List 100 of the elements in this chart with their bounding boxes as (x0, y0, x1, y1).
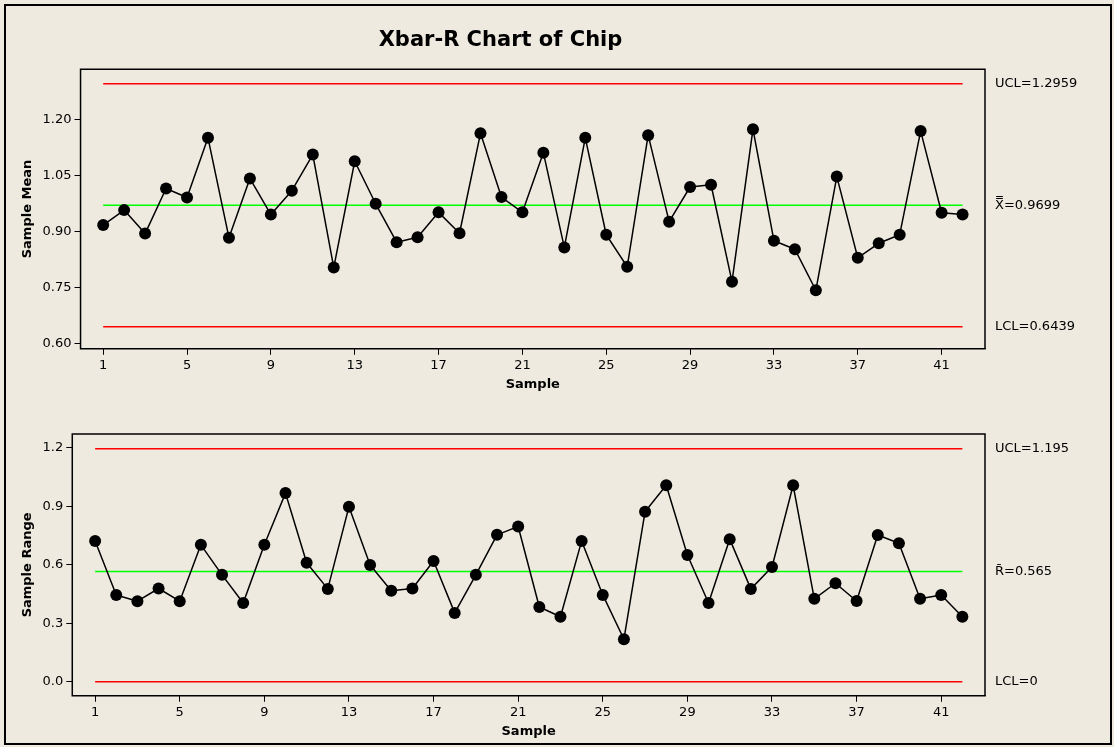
point (809, 284, 822, 297)
ref-line-label: LCL=0 (995, 673, 1038, 689)
x-tick-label: 25 (594, 703, 612, 719)
point (766, 561, 778, 574)
y-tick-label: 1.20 (42, 110, 72, 126)
point (663, 215, 676, 228)
ref-line-label: UCL=1.2959 (995, 75, 1078, 91)
point (516, 206, 529, 219)
point (893, 228, 906, 241)
point (327, 261, 340, 274)
point (851, 251, 864, 264)
point (558, 241, 571, 254)
point (279, 487, 292, 500)
point (956, 208, 969, 221)
x-tick-label: 37 (849, 356, 867, 372)
point (850, 594, 863, 607)
x-tick-label: 25 (597, 356, 615, 372)
point (788, 243, 801, 256)
point (139, 227, 152, 240)
point (285, 184, 298, 197)
point (469, 568, 482, 581)
point (364, 558, 377, 571)
point (642, 129, 655, 142)
point (491, 528, 504, 541)
y-tick-label: 0.6 (42, 556, 64, 572)
x-tick-label: 9 (266, 356, 276, 372)
point (723, 533, 736, 546)
x-tick-label: 13 (340, 703, 358, 719)
x-tick-label: 1 (90, 703, 100, 719)
point (432, 206, 445, 219)
x-tick-label: 29 (681, 356, 699, 372)
x-tick-label: 5 (175, 703, 184, 719)
point (684, 181, 697, 194)
x-tick-label: 33 (765, 356, 783, 372)
x-tick-label: 5 (182, 356, 192, 372)
point (110, 588, 123, 601)
point (160, 182, 173, 195)
point (152, 582, 165, 595)
point (264, 208, 277, 221)
point (872, 237, 885, 250)
point (342, 500, 355, 513)
point (600, 228, 613, 241)
x-axis-title: Sample (501, 722, 556, 738)
point (258, 538, 271, 551)
point (385, 584, 398, 597)
point (744, 582, 757, 595)
point (660, 479, 673, 492)
point (390, 236, 403, 249)
y-tick-label: 1.05 (42, 166, 72, 182)
point (575, 535, 588, 548)
point (97, 219, 110, 232)
x-tick-label: 1 (99, 356, 108, 372)
point (348, 155, 361, 168)
x-tick-label: 29 (679, 703, 696, 719)
point (201, 131, 214, 144)
point (118, 204, 131, 217)
point (787, 479, 800, 492)
point (871, 529, 884, 542)
point (243, 172, 256, 185)
x-tick-label: 17 (430, 356, 447, 372)
point (321, 582, 334, 595)
x-tick-label: 9 (260, 703, 269, 719)
ref-line-label: UCL=1.195 (995, 440, 1069, 456)
x-axis-title: Sample (505, 375, 561, 391)
point (453, 227, 466, 240)
point (579, 131, 592, 144)
x-tick-label: 21 (509, 703, 527, 719)
point (533, 601, 546, 614)
point (306, 148, 319, 161)
y-tick-label: 0.75 (42, 278, 72, 294)
point (705, 178, 718, 191)
y-axis-title: Sample Range (19, 512, 35, 618)
point (639, 505, 652, 518)
point (621, 260, 634, 273)
point (956, 610, 969, 623)
point (448, 606, 461, 619)
y-tick-label: 0.0 (42, 673, 64, 689)
point (767, 234, 780, 247)
point (194, 538, 207, 551)
y-tick-label: 0.9 (42, 497, 64, 513)
point (746, 123, 759, 136)
point (369, 197, 382, 210)
point (617, 633, 630, 646)
y-tick-label: 0.90 (42, 222, 72, 238)
point (596, 588, 609, 601)
point (935, 588, 948, 601)
point (537, 146, 550, 159)
point (808, 592, 821, 605)
x-tick-label: 21 (514, 356, 531, 372)
x-tick-label: 33 (763, 703, 781, 719)
point (726, 275, 738, 288)
point (554, 610, 567, 623)
point (222, 231, 235, 244)
point (427, 555, 440, 567)
point (300, 556, 313, 569)
point (829, 577, 842, 590)
point (216, 568, 229, 581)
ref-line-label: R̄=0.565 (995, 562, 1053, 578)
x-tick-label: 17 (425, 703, 442, 719)
point (131, 595, 144, 608)
